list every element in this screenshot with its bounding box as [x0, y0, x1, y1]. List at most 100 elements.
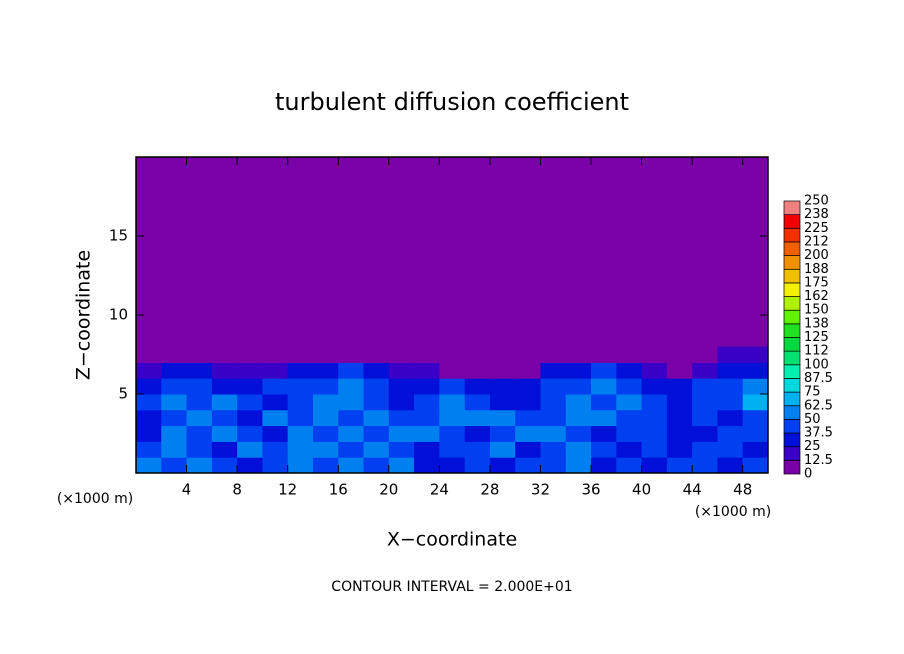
field-cell: [565, 394, 592, 411]
colorbar-cell: [783, 391, 801, 407]
field-cell: [363, 409, 390, 427]
field-cell: [616, 362, 643, 379]
field-cell: [161, 362, 188, 379]
field-cell: [136, 425, 162, 442]
field-cell: [439, 457, 466, 474]
field-cell: [312, 441, 339, 458]
field-cell: [616, 378, 643, 395]
colorbar-cell: [783, 241, 801, 256]
field-cell: [742, 409, 769, 427]
y-axis-label: Z−coordinate: [73, 250, 95, 380]
field-cell: [161, 441, 188, 458]
field-cell: [414, 409, 440, 427]
field-cell: [439, 346, 466, 363]
colorbar-label: 87.5: [804, 371, 833, 386]
field-cell: [363, 362, 390, 379]
colorbar-label: 200: [804, 248, 829, 263]
field-cell: [338, 409, 365, 427]
field-cell: [287, 346, 314, 363]
field-cell: [287, 394, 314, 411]
field-cell: [388, 425, 415, 442]
field-cell: [136, 346, 162, 363]
colorbar-cell: [783, 364, 801, 379]
field-cell: [641, 394, 668, 411]
field-cell: [211, 346, 238, 363]
field-cell: [161, 425, 188, 442]
field-cell: [742, 362, 769, 379]
field-cell: [692, 346, 718, 363]
field-cell: [312, 409, 339, 427]
colorbar-label: 25: [804, 439, 821, 454]
colorbar-cell: [783, 419, 801, 434]
colorbar-label: 188: [804, 262, 829, 277]
field-cell: [591, 394, 617, 411]
field-cell: [641, 441, 668, 458]
field-cell: [312, 425, 339, 442]
field-cell: [641, 425, 668, 442]
field-cell: [237, 457, 263, 474]
field-cell: [515, 409, 541, 427]
field-cell: [262, 378, 289, 395]
field-cell: [489, 394, 516, 411]
field-cell: [515, 394, 541, 411]
field-cell: [287, 425, 314, 442]
field-cell: [262, 394, 289, 411]
colorbar-label: 62.5: [804, 398, 833, 413]
field-cell: [616, 394, 643, 411]
colorbar-label: 162: [804, 289, 829, 304]
field-cell: [211, 409, 238, 427]
field-cell: [742, 441, 769, 458]
x-tick-label: 20: [379, 481, 398, 499]
field-cell: [287, 441, 314, 458]
field-cell: [666, 457, 693, 474]
field-cell: [186, 362, 213, 379]
colorbar-label: 212: [804, 234, 829, 249]
field-cell: [515, 346, 541, 363]
field-cell: [666, 346, 693, 363]
field-cell: [186, 394, 213, 411]
colorbar-cell: [783, 378, 801, 393]
field-cell: [186, 457, 213, 474]
field-cell: [742, 457, 769, 474]
field-cell: [540, 394, 567, 411]
field-cell: [186, 441, 213, 458]
field-cell: [540, 457, 567, 474]
field-cell: [540, 425, 567, 442]
field-cell: [565, 362, 592, 379]
field-cell: [540, 441, 567, 458]
x-tick-label: 28: [480, 481, 499, 499]
field-cell: [692, 362, 718, 379]
field-cell: [262, 409, 289, 427]
field-cell: [717, 394, 744, 411]
colorbar-cell: [783, 268, 801, 284]
x-tick-label: 24: [430, 481, 449, 499]
colorbar-label: 37.5: [804, 426, 833, 441]
field-cell: [464, 362, 491, 379]
field-cell: [363, 394, 390, 411]
field-cell: [515, 425, 541, 442]
colorbar-cell: [783, 446, 801, 461]
colorbar-label: 238: [804, 207, 829, 222]
field-cell: [489, 441, 516, 458]
field-cell: [161, 378, 188, 395]
colorbar-label: 225: [804, 221, 829, 236]
colorbar-label: 12.5: [804, 453, 833, 468]
colorbar-label: 175: [804, 275, 829, 290]
field-cell: [363, 378, 390, 395]
field-cell: [439, 441, 466, 458]
field-cell: [312, 362, 339, 379]
colorbar-label: 112: [804, 344, 829, 359]
field-cell: [616, 346, 643, 363]
x-tick-label: 8: [232, 481, 242, 499]
colorbar-label: 75: [804, 385, 821, 400]
field-cell: [616, 425, 643, 442]
colorbar-cell: [783, 323, 801, 338]
field-cell: [489, 378, 516, 395]
field-cell: [237, 362, 263, 379]
footer-note: CONTOUR INTERVAL = 2.000E+01: [331, 579, 572, 595]
field-cell: [363, 346, 390, 363]
field-cell: [211, 394, 238, 411]
field-cell: [489, 425, 516, 442]
field-cell: [666, 409, 693, 427]
